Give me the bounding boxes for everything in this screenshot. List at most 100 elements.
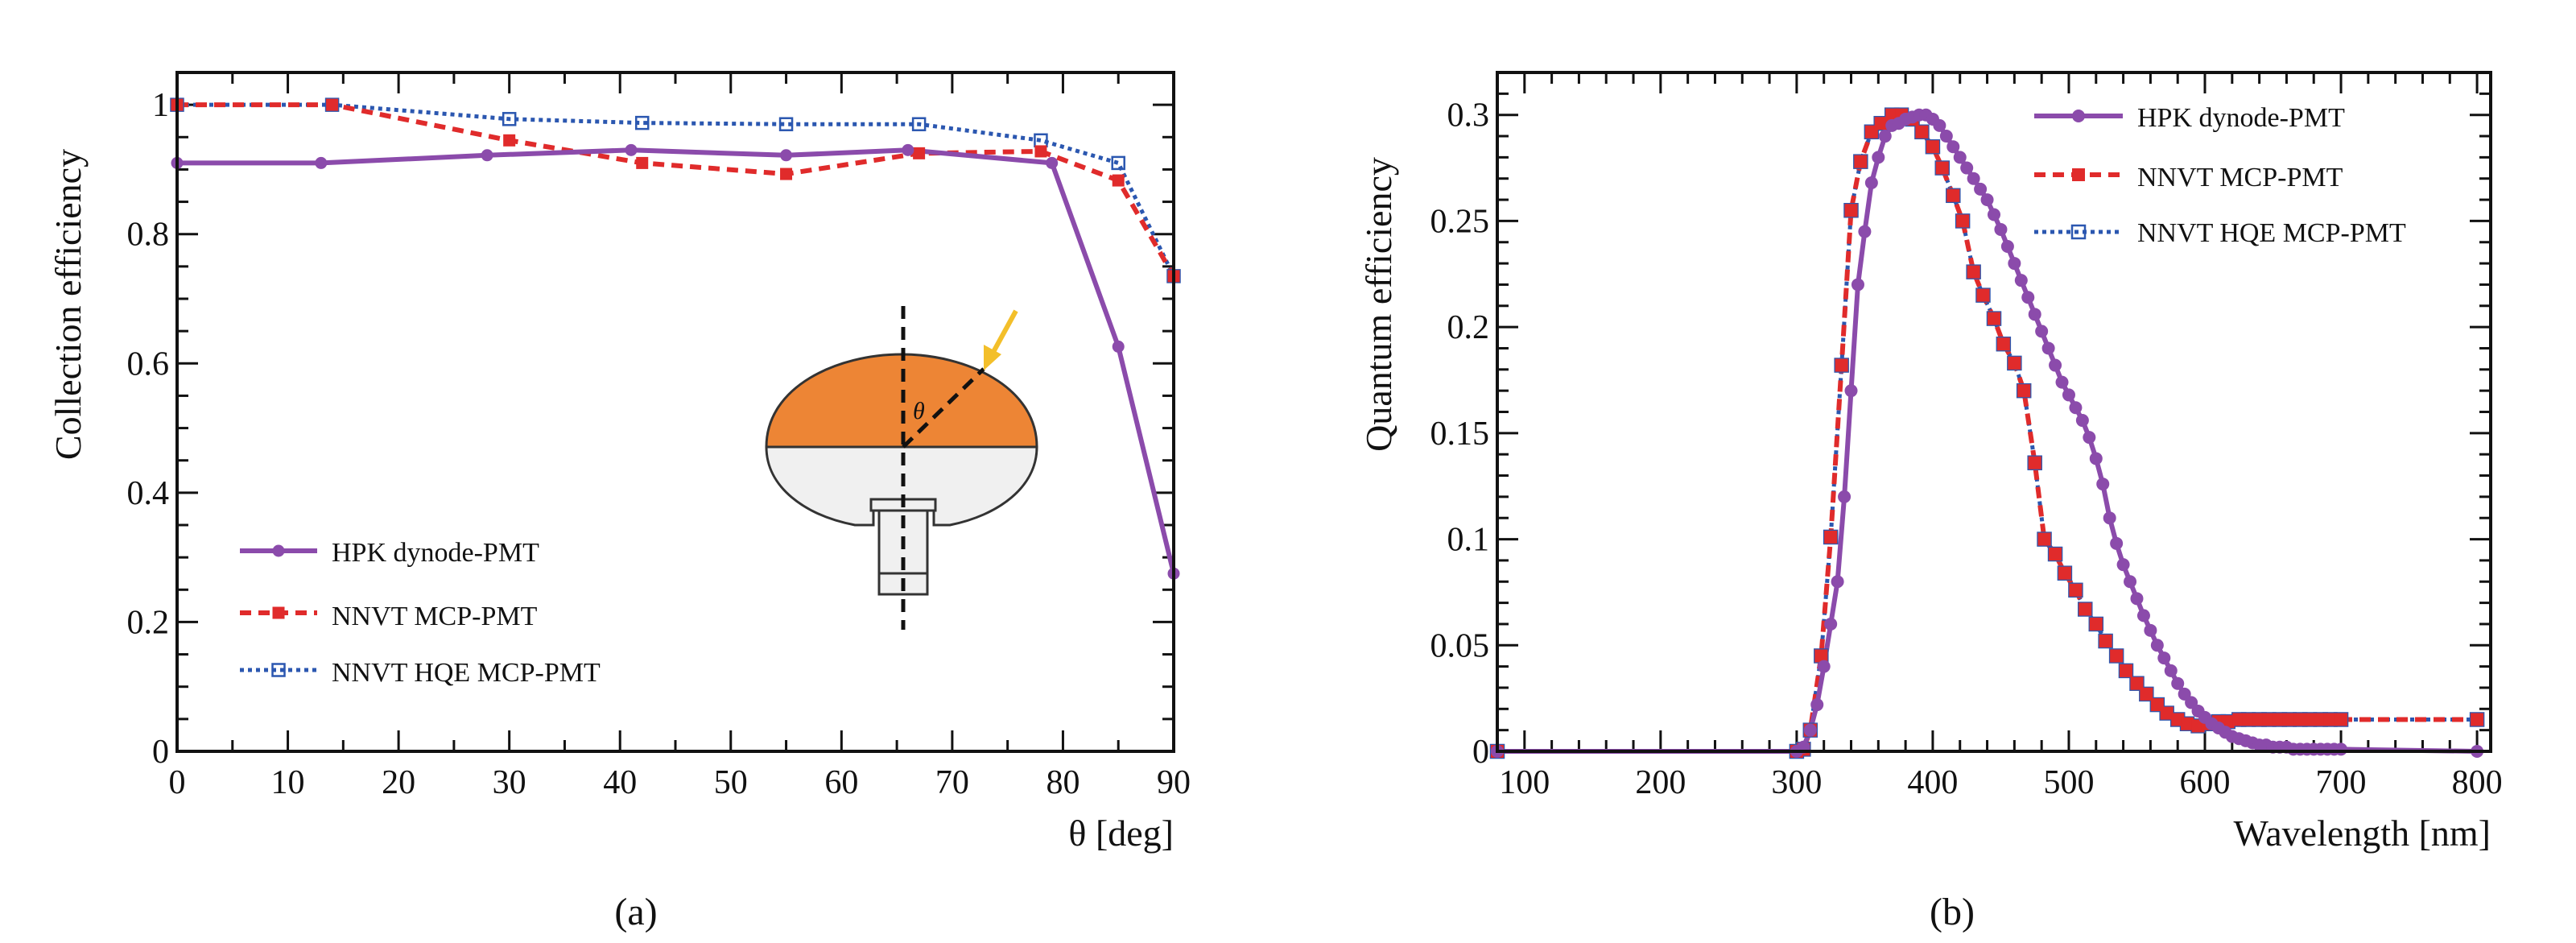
- data-point-nnvt: [2140, 687, 2153, 701]
- legend-b-hqe-label: NNVT HQE MCP-PMT: [2137, 218, 2406, 248]
- data-point-nnvt: [1835, 358, 1848, 372]
- data-point-nnvt: [2282, 713, 2296, 726]
- data-point-hqe: [502, 112, 517, 126]
- data-point-hpk: [2103, 511, 2116, 525]
- data-point-hqe: [911, 117, 927, 131]
- inset-theta-label: θ: [913, 398, 925, 424]
- data-point-hpk: [2041, 341, 2055, 355]
- data-point-hpk: [2130, 592, 2144, 606]
- data-point-nnvt: [2058, 566, 2071, 580]
- data-point-hpk: [1112, 340, 1125, 353]
- x-tick-label: 400: [1907, 764, 1958, 801]
- series-line-hpk: [1497, 112, 2478, 754]
- panel-b-y-tick-labels: 0 0.05 0.1 0.15 0.2 0.25 0.3: [1430, 97, 1490, 771]
- y-tick-label: 0: [1472, 734, 1489, 771]
- data-point-nnvt: [326, 98, 339, 111]
- data-point-nnvt: [1988, 312, 2000, 325]
- pmt-bulb-inset: θ: [765, 306, 1038, 630]
- data-point-hpk: [1810, 698, 1824, 712]
- x-tick-label: 200: [1635, 764, 1686, 801]
- data-point-hpk: [2334, 742, 2348, 756]
- x-tick-label: 500: [2043, 764, 2094, 801]
- data-point-hpk: [2136, 609, 2150, 622]
- x-tick-label: 50: [714, 764, 748, 801]
- data-point-hpk: [1864, 176, 1878, 189]
- y-tick-label: 0.05: [1430, 627, 1490, 664]
- data-point-hqe: [778, 117, 794, 131]
- series-line-hqe: [1497, 113, 2478, 754]
- data-point-nnvt: [2130, 676, 2144, 690]
- data-point-hpk: [1994, 222, 2008, 236]
- y-tick-label: 0.1: [1447, 522, 1490, 559]
- data-point-nnvt: [1956, 214, 1970, 228]
- data-point-hpk: [2028, 308, 2041, 321]
- data-point-hpk: [625, 143, 638, 156]
- y-tick-label: 0.8: [127, 217, 170, 254]
- x-tick-label: 40: [603, 764, 637, 801]
- data-point-nnvt: [1814, 649, 1828, 663]
- data-point-hpk: [2083, 431, 2096, 445]
- data-point-nnvt: [2099, 635, 2112, 648]
- data-point-nnvt: [636, 156, 649, 169]
- panel-b-legend: HPK dynode-PMT NNVT MCP-PMT NNVT HQE MCP…: [2034, 103, 2406, 248]
- data-point-nnvt: [2471, 713, 2484, 726]
- data-point-hpk: [1878, 130, 1892, 143]
- data-point-hpk: [2164, 664, 2178, 677]
- data-point-hpk: [1831, 575, 1844, 589]
- data-point-hpk: [2150, 639, 2164, 652]
- data-point-hpk: [1988, 208, 2000, 221]
- data-point-nnvt: [1976, 288, 1990, 302]
- legend-marker-nnvt: [2072, 168, 2085, 181]
- x-tick-label: 300: [1771, 764, 1822, 801]
- panel-a-y-tick-labels: 0 0.2 0.4 0.6 0.8 1: [127, 87, 170, 771]
- panel-a-x-axis-title: θ [deg]: [1068, 813, 1174, 854]
- y-tick-label: 0.4: [127, 475, 170, 512]
- data-point-nnvt: [2181, 717, 2194, 730]
- legend-b-nnvt-label: NNVT MCP-PMT: [2137, 163, 2343, 192]
- y-tick-label: 0.25: [1430, 203, 1490, 240]
- data-point-nnvt: [2008, 356, 2021, 370]
- data-point-nnvt: [2110, 649, 2124, 663]
- data-point-nnvt: [1967, 265, 1980, 279]
- data-point-hpk: [2062, 388, 2075, 402]
- data-point-hpk: [1872, 151, 1885, 164]
- x-tick-label: 800: [2452, 764, 2503, 801]
- x-tick-label: 700: [2316, 764, 2367, 801]
- data-point-hqe: [634, 115, 650, 130]
- data-point-nnvt: [1034, 145, 1047, 158]
- data-point-nnvt: [2037, 532, 2051, 546]
- data-point-nnvt: [1112, 174, 1125, 187]
- data-point-nnvt: [1824, 530, 1838, 544]
- data-point-nnvt: [2069, 583, 2083, 597]
- legend-marker-hpk: [272, 544, 285, 557]
- data-point-nnvt: [2049, 548, 2062, 561]
- legend-a-hpk-label: HPK dynode-PMT: [332, 538, 539, 568]
- legend-marker-nnvt: [272, 606, 285, 619]
- incident-arrow-head: [984, 345, 1001, 370]
- data-point-hpk: [1933, 118, 1946, 132]
- x-tick-label: 100: [1499, 764, 1550, 801]
- x-tick-label: 0: [169, 764, 186, 801]
- data-point-hpk: [2049, 358, 2062, 372]
- data-point-hpk: [2157, 651, 2171, 665]
- data-point-nnvt: [2079, 602, 2092, 616]
- data-point-nnvt: [2017, 384, 2031, 398]
- data-point-nnvt: [2221, 715, 2235, 729]
- data-point-hpk: [1803, 723, 1817, 737]
- panel-b-plot-frame: [1496, 71, 2492, 753]
- data-point-nnvt: [2334, 713, 2348, 726]
- data-point-hpk: [2035, 325, 2049, 338]
- data-point-hpk: [2021, 291, 2035, 304]
- data-point-nnvt: [1854, 155, 1868, 168]
- data-point-hpk: [2144, 623, 2157, 637]
- y-tick-label: 0.6: [127, 345, 170, 383]
- data-point-hpk: [2069, 401, 2083, 415]
- data-point-nnvt: [913, 147, 926, 159]
- data-point-hqe: [1111, 155, 1125, 171]
- data-point-nnvt: [2303, 713, 2317, 726]
- data-point-hpk: [1974, 182, 1988, 196]
- panel-b-caption: (b): [1930, 891, 1975, 933]
- panel-a-caption: (a): [614, 891, 657, 933]
- data-point-hpk: [2171, 676, 2185, 690]
- legend-a-nnvt-label: NNVT MCP-PMT: [332, 602, 538, 631]
